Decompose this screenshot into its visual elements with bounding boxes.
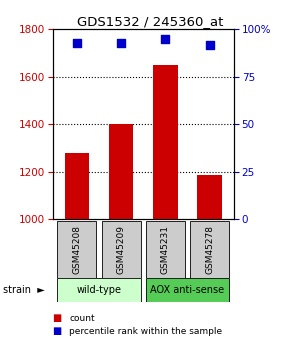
Text: ■: ■	[52, 313, 62, 323]
Bar	[102, 221, 141, 278]
Point	[74, 40, 79, 46]
Point	[207, 42, 212, 47]
Text: AOX anti-sense: AOX anti-sense	[151, 285, 225, 295]
Bar	[197, 175, 222, 219]
Text: GDS1532 / 245360_at: GDS1532 / 245360_at	[77, 16, 223, 29]
Bar	[65, 152, 89, 219]
Text: ■: ■	[52, 326, 62, 336]
Bar	[153, 65, 178, 219]
Bar	[109, 124, 133, 219]
Bar	[57, 278, 141, 302]
Bar	[190, 221, 229, 278]
Bar	[146, 221, 185, 278]
Text: wild-type: wild-type	[76, 285, 122, 295]
Bar	[146, 278, 229, 302]
Bar	[57, 221, 96, 278]
Text: GSM45208: GSM45208	[72, 225, 81, 274]
Text: GSM45278: GSM45278	[205, 225, 214, 274]
Text: GSM45209: GSM45209	[117, 225, 126, 274]
Text: GSM45231: GSM45231	[161, 225, 170, 274]
Text: count: count	[69, 314, 94, 323]
Point	[119, 40, 124, 46]
Text: strain  ►: strain ►	[3, 285, 45, 295]
Text: percentile rank within the sample: percentile rank within the sample	[69, 327, 222, 336]
Point	[163, 36, 168, 42]
